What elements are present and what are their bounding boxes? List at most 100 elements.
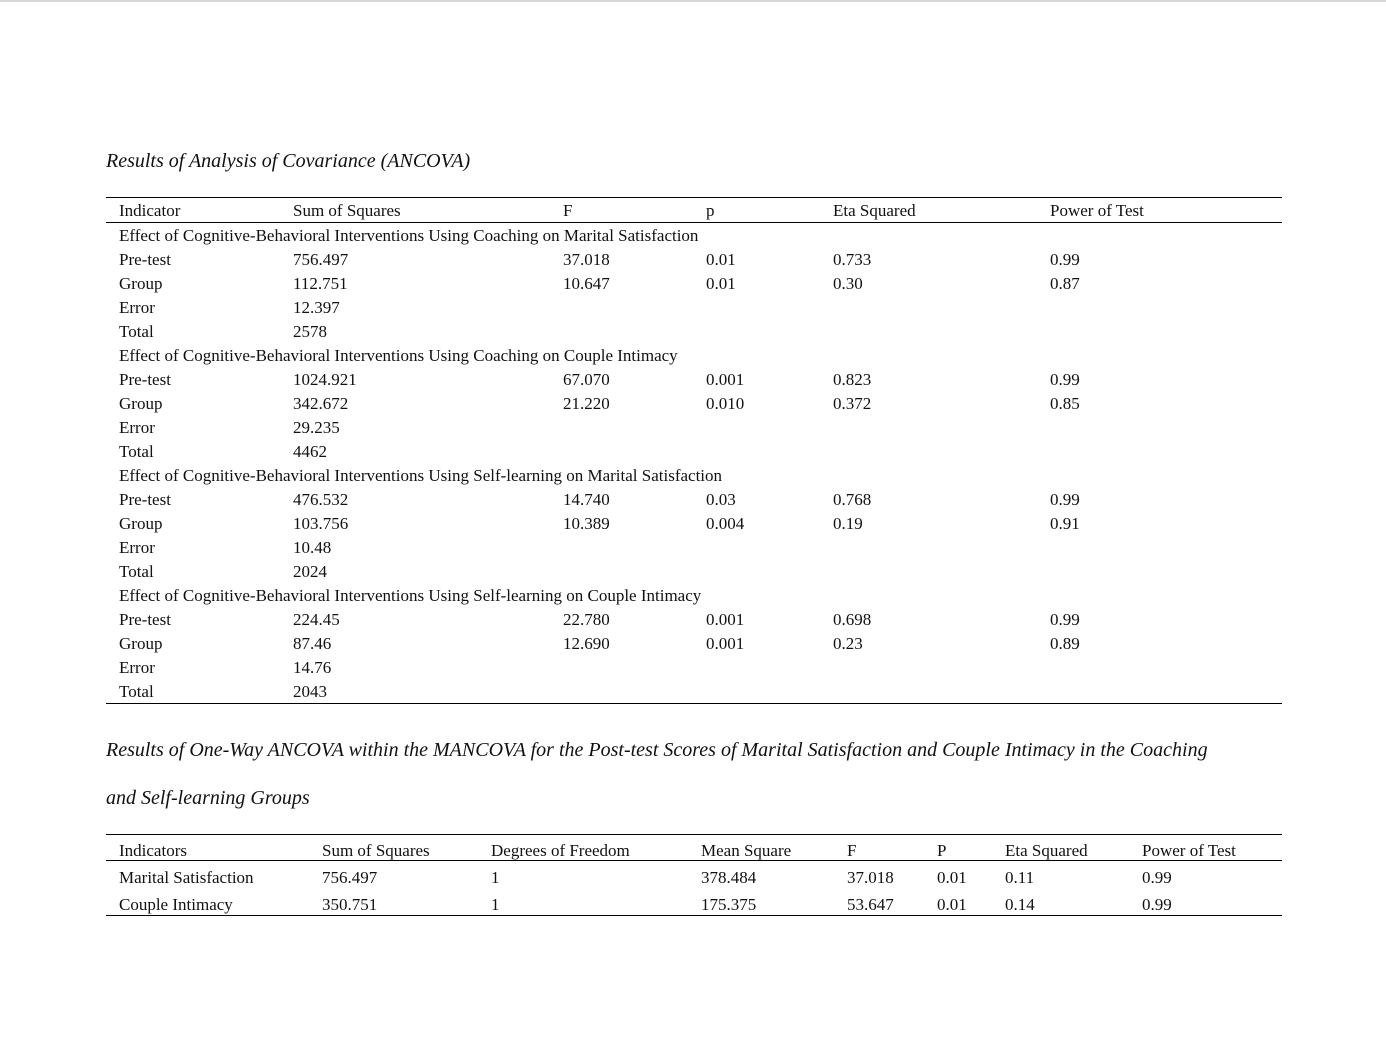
header-indicator: Indicator [119,201,181,220]
cell-f: 10.389 [563,514,610,533]
cell-f: 22.780 [563,610,610,629]
cell-sum-of-squares: 29.235 [293,418,340,437]
cell-indicator: Group [119,514,163,533]
table1-bottom-rule [106,703,1282,704]
cell-p: 0.001 [706,610,745,629]
cell-p: 0.01 [937,868,967,887]
cell-sum-of-squares: 1024.921 [293,370,357,389]
cell-power: 0.99 [1050,370,1080,389]
cell-f: 12.690 [563,634,610,653]
cell-f: 14.740 [563,490,610,509]
cell-eta-squared: 0.823 [833,370,872,389]
cell-power: 0.99 [1142,868,1172,887]
header-f: F [847,841,857,860]
cell-indicators: Marital Satisfaction [119,868,254,887]
cell-eta-squared: 0.372 [833,394,872,413]
cell-indicator: Group [119,274,163,293]
cell-sum-of-squares: 476.532 [293,490,349,509]
cell-indicator: Pre-test [119,610,171,629]
table2-bottom-rule [106,915,1282,916]
cell-f: 21.220 [563,394,610,413]
cell-indicator: Error [119,658,155,677]
cell-indicator: Pre-test [119,490,171,509]
cell-power: 0.85 [1050,394,1080,413]
cell-p: 0.01 [706,250,736,269]
cell-eta-squared: 0.698 [833,610,872,629]
header-indicators: Indicators [119,841,187,860]
cell-eta-squared: 0.14 [1005,895,1035,914]
cell-power: 0.99 [1050,610,1080,629]
cell-eta-squared: 0.30 [833,274,863,293]
cell-sum-of-squares: 756.497 [322,868,378,887]
section-heading: Effect of Cognitive-Behavioral Intervent… [119,226,699,245]
table1-top-rule [106,197,1282,198]
cell-p: 0.01 [937,895,967,914]
header-eta-squared: Eta Squared [1005,841,1088,860]
cell-f: 10.647 [563,274,610,293]
cell-indicator: Error [119,298,155,317]
header-eta-squared: Eta Squared [833,201,916,220]
cell-eta-squared: 0.768 [833,490,872,509]
cell-p: 0.004 [706,514,745,533]
cell-indicator: Error [119,418,155,437]
cell-p: 0.001 [706,634,745,653]
cell-sum-of-squares: 103.756 [293,514,349,533]
cell-sum-of-squares: 2024 [293,562,327,581]
cell-indicator: Group [119,634,163,653]
header-mean-square: Mean Square [701,841,792,860]
cell-p: 0.03 [706,490,736,509]
table2-title-line2: and Self-learning Groups [106,787,310,809]
header-sum-of-squares: Sum of Squares [322,841,430,860]
table2-header-rule [106,860,1282,861]
cell-f: 37.018 [847,868,894,887]
cell-sum-of-squares: 4462 [293,442,327,461]
table1-header-rule [106,222,1282,223]
cell-indicator: Total [119,562,154,581]
table1-title: Results of Analysis of Covariance (ANCOV… [106,150,471,172]
cell-mean-square: 378.484 [701,868,757,887]
cell-power: 0.99 [1050,250,1080,269]
table2-top-rule [106,834,1282,835]
header-sum-of-squares: Sum of Squares [293,201,401,220]
section-heading: Effect of Cognitive-Behavioral Intervent… [119,346,678,365]
header-power: Power of Test [1050,201,1144,220]
cell-sum-of-squares: 10.48 [293,538,332,557]
cell-indicator: Pre-test [119,250,171,269]
header-power: Power of Test [1142,841,1236,860]
cell-degrees-of-freedom: 1 [491,868,500,887]
cell-eta-squared: 0.733 [833,250,872,269]
cell-indicator: Pre-test [119,370,171,389]
cell-eta-squared: 0.11 [1005,868,1035,887]
cell-indicator: Total [119,442,154,461]
section-heading: Effect of Cognitive-Behavioral Intervent… [119,586,702,605]
table2-title-line1: Results of One-Way ANCOVA within the MAN… [106,739,1208,761]
header-p: p [706,201,715,220]
cell-indicators: Couple Intimacy [119,895,233,914]
cell-p: 0.010 [706,394,745,413]
cell-power: 0.89 [1050,634,1080,653]
header-p: P [937,841,947,860]
cell-power: 0.91 [1050,514,1080,533]
cell-p: 0.01 [706,274,736,293]
cell-degrees-of-freedom: 1 [491,895,500,914]
cell-sum-of-squares: 224.45 [293,610,340,629]
cell-eta-squared: 0.23 [833,634,863,653]
page-top-border [0,0,1386,2]
cell-indicator: Total [119,682,154,701]
cell-sum-of-squares: 2043 [293,682,327,701]
header-f: F [563,201,573,220]
cell-power: 0.87 [1050,274,1080,293]
cell-power: 0.99 [1142,895,1172,914]
cell-indicator: Error [119,538,155,557]
cell-sum-of-squares: 342.672 [293,394,349,413]
cell-sum-of-squares: 350.751 [322,895,378,914]
cell-sum-of-squares: 14.76 [293,658,332,677]
header-degrees-of-freedom: Degrees of Freedom [491,841,630,860]
cell-sum-of-squares: 112.751 [293,274,348,293]
cell-sum-of-squares: 756.497 [293,250,349,269]
section-heading: Effect of Cognitive-Behavioral Intervent… [119,466,723,485]
cell-f: 37.018 [563,250,610,269]
cell-sum-of-squares: 87.46 [293,634,332,653]
cell-eta-squared: 0.19 [833,514,863,533]
cell-mean-square: 175.375 [701,895,757,914]
